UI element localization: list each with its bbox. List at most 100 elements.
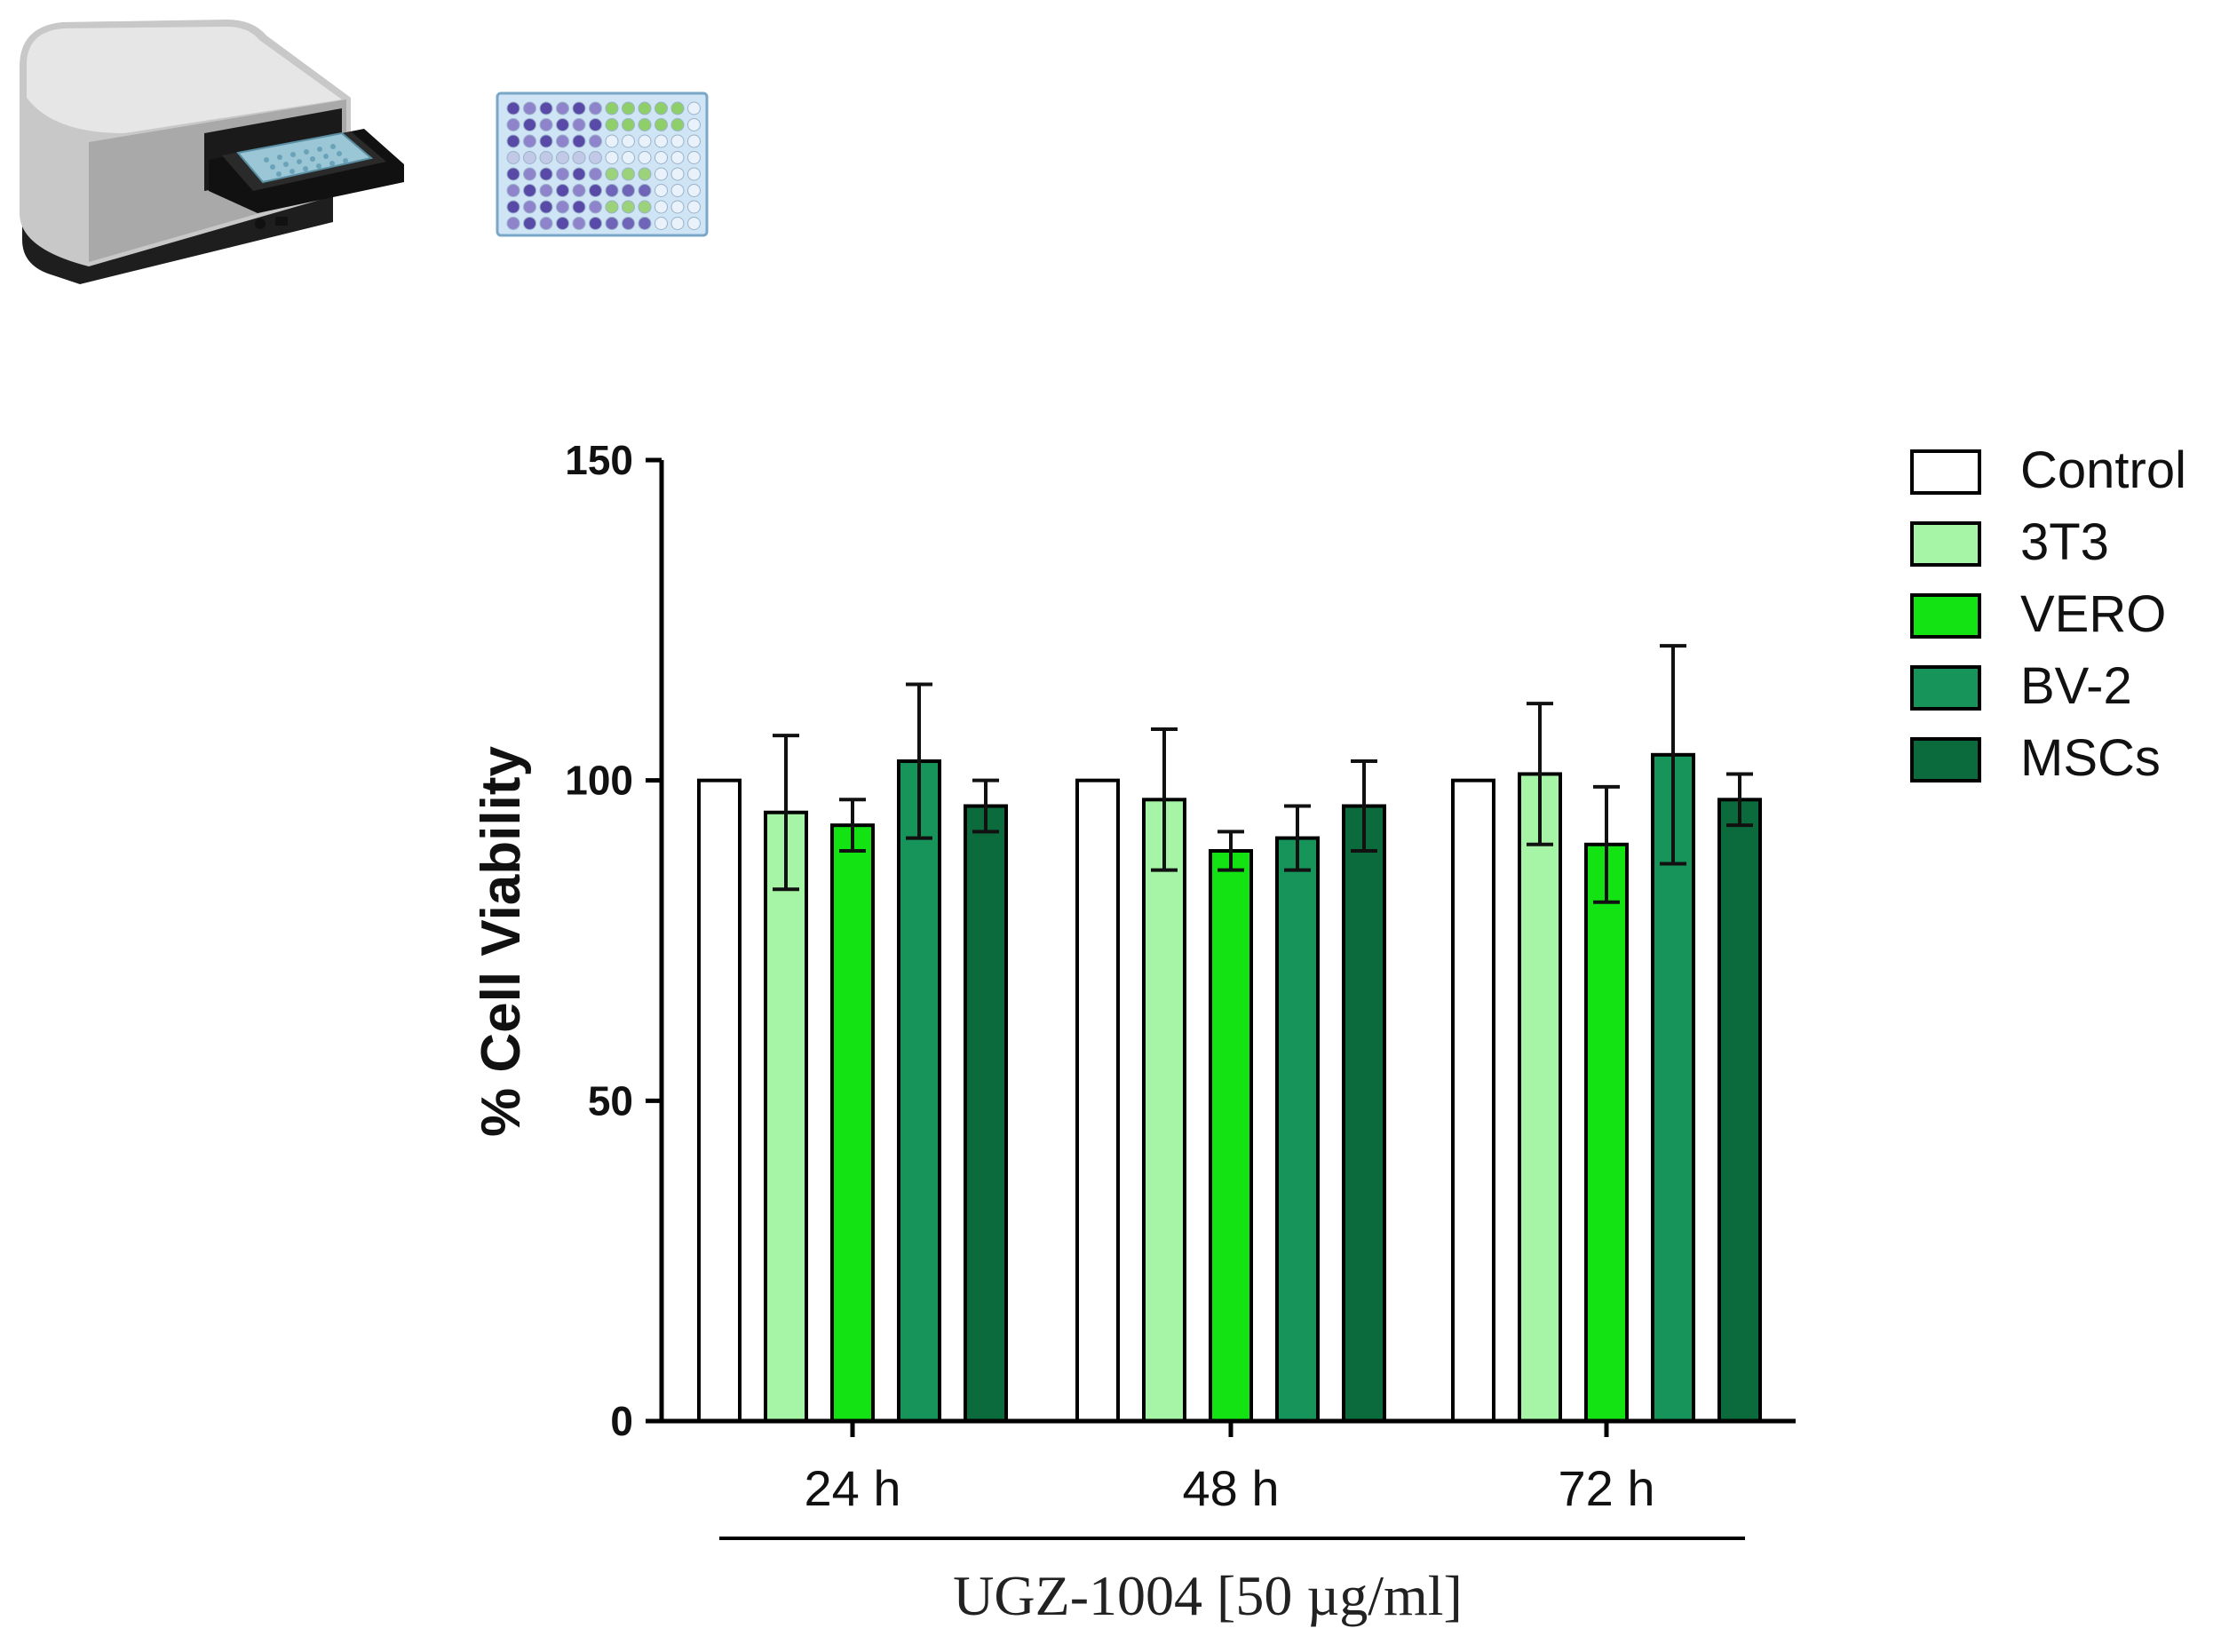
bar (764, 810, 808, 1423)
well (670, 167, 685, 181)
well (638, 200, 652, 214)
well (605, 151, 619, 164)
well (622, 134, 635, 148)
well (539, 118, 553, 131)
well (506, 151, 520, 164)
well (506, 184, 520, 197)
bar (1451, 778, 1495, 1423)
y-tick-label: 150 (565, 437, 633, 483)
well (572, 101, 586, 115)
well (687, 217, 701, 230)
well (572, 200, 586, 214)
well (506, 118, 520, 131)
bar (830, 823, 875, 1423)
well (523, 151, 536, 164)
x-category-label: 72 h (1559, 1460, 1655, 1516)
y-tick-label: 50 (588, 1077, 633, 1124)
bar (1717, 798, 1762, 1423)
well (589, 217, 602, 230)
well (670, 217, 685, 230)
well (654, 118, 668, 131)
well (687, 200, 701, 214)
well (589, 167, 602, 181)
well (523, 184, 536, 197)
well (556, 184, 569, 197)
well (670, 151, 685, 164)
well (638, 184, 652, 197)
well (622, 184, 635, 197)
bar (1651, 752, 1695, 1423)
well (670, 134, 685, 148)
bars (697, 752, 1762, 1423)
legend-swatch (1910, 737, 1981, 782)
y-axis-label: % Cell Viability (471, 746, 532, 1137)
x-category-label: 48 h (1183, 1460, 1280, 1516)
well (539, 134, 553, 148)
well (638, 118, 652, 131)
well (523, 101, 536, 115)
well (638, 101, 652, 115)
well (589, 151, 602, 164)
well (539, 101, 553, 115)
error-bars (773, 644, 1753, 904)
well (654, 184, 668, 197)
well (556, 118, 569, 131)
well (572, 134, 586, 148)
well (670, 184, 685, 197)
well (622, 101, 635, 115)
well (605, 134, 619, 148)
well (687, 151, 701, 164)
bar (1209, 849, 1253, 1423)
well (605, 200, 619, 214)
well (539, 200, 553, 214)
well (572, 217, 586, 230)
y-axis-ticks: 0 50 100 150 (565, 437, 662, 1444)
bar (697, 778, 742, 1423)
y-tick-label: 0 (610, 1398, 633, 1444)
well (687, 167, 701, 181)
bar (1518, 772, 1562, 1423)
well (622, 118, 635, 131)
well (523, 134, 536, 148)
legend-swatch (1910, 521, 1981, 567)
well (654, 134, 668, 148)
well (654, 200, 668, 214)
well (654, 151, 668, 164)
bar (964, 804, 1008, 1423)
well (589, 118, 602, 131)
well (638, 167, 652, 181)
legend-swatch (1910, 449, 1981, 495)
legend-label: BV-2 (2020, 657, 2132, 715)
well (572, 118, 586, 131)
well (539, 184, 553, 197)
x-category-label: 24 h (805, 1460, 901, 1516)
well (654, 217, 668, 230)
plate-reader-icon (20, 20, 404, 284)
well (687, 101, 701, 115)
bar (1584, 842, 1629, 1423)
well (523, 217, 536, 230)
well (506, 134, 520, 148)
legend-label: 3T3 (2020, 513, 2109, 571)
well (605, 101, 619, 115)
well (605, 167, 619, 181)
well (523, 118, 536, 131)
legend-label: Control (2020, 441, 2186, 499)
well (638, 151, 652, 164)
legend-label: VERO (2020, 585, 2166, 643)
well (605, 217, 619, 230)
well (622, 167, 635, 181)
well (556, 167, 569, 181)
well (670, 200, 685, 214)
x-axis-label: UGZ-1004 [50 µg/ml] (953, 1564, 1463, 1627)
well (589, 101, 602, 115)
bar (897, 759, 941, 1423)
well (687, 118, 701, 131)
well (539, 151, 553, 164)
well (605, 118, 619, 131)
well (687, 134, 701, 148)
well-plate-icon (496, 91, 709, 237)
well (572, 151, 586, 164)
well (638, 134, 652, 148)
